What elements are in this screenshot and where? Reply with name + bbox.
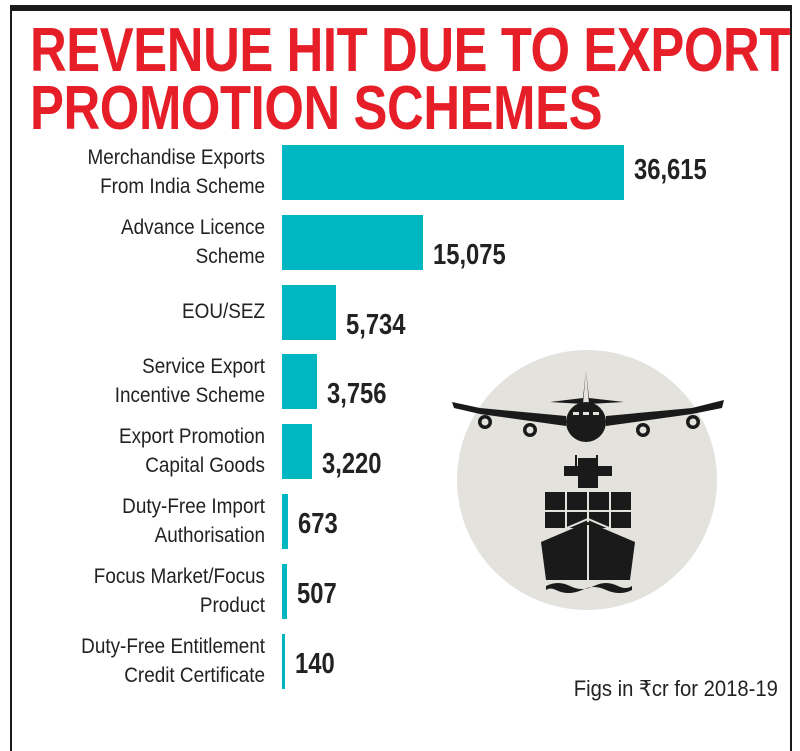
bar xyxy=(282,354,318,410)
airplane-ship-icon xyxy=(452,350,724,610)
category-label: Export Promotion Capital Goods xyxy=(31,422,265,480)
units-note: Figs in ₹cr for 2018-19 xyxy=(573,676,778,701)
value-label: 36,615 xyxy=(634,154,707,186)
value-label: 140 xyxy=(295,647,335,680)
title-line-2: PROMOTION SCHEMES xyxy=(30,74,603,143)
chart-frame xyxy=(10,5,792,751)
bar xyxy=(282,214,423,270)
value-label: 15,075 xyxy=(432,238,506,271)
title-line-1: REVENUE HIT DUE TO EXPORT xyxy=(30,16,790,85)
bar xyxy=(282,633,285,689)
category-label-line: Scheme xyxy=(195,244,265,268)
category-label-line: From India Scheme xyxy=(100,175,265,198)
category-label-line: EOU/SEZ xyxy=(182,300,265,324)
category-label: Duty-Free Entitlement Credit Certificate xyxy=(31,632,265,690)
bar xyxy=(282,494,289,549)
category-label-line: Service Export xyxy=(142,355,265,379)
category-label: Focus Market/Focus Product xyxy=(31,562,265,620)
category-label: Advance Licence Scheme xyxy=(31,213,265,271)
category-label-line: Merchandise Exports xyxy=(87,146,265,169)
category-label-line: Export Promotion xyxy=(118,425,265,449)
category-label: Duty-Free Import Authorisation xyxy=(31,492,265,550)
chart-title: REVENUE HIT DUE TO EXPORT PROMOTION SCHE… xyxy=(30,16,790,143)
category-label-line: Duty-Free Import xyxy=(122,495,266,518)
value-label: 3,756 xyxy=(327,378,387,411)
category-label-line: Product xyxy=(199,593,265,617)
value-label: 3,220 xyxy=(322,448,382,481)
category-label-line: Incentive Scheme xyxy=(114,384,265,408)
category-label-line: Focus Market/Focus xyxy=(93,564,265,588)
value-label: 5,734 xyxy=(345,308,406,341)
category-label-line: Authorisation xyxy=(154,524,265,547)
bar xyxy=(282,424,313,480)
category-label-line: Duty-Free Entitlement xyxy=(81,634,265,658)
bar xyxy=(282,284,336,340)
bar xyxy=(282,145,624,200)
category-label: EOU/SEZ xyxy=(31,297,265,326)
category-label-line: Capital Goods xyxy=(145,454,265,478)
category-label-line: Credit Certificate xyxy=(124,663,265,687)
category-label: Service Export Incentive Scheme xyxy=(31,352,265,410)
bar xyxy=(282,563,287,619)
value-label: 507 xyxy=(296,577,337,610)
category-label: Merchandise Exports From India Scheme xyxy=(31,143,265,201)
category-label-line: Advance Licence xyxy=(121,215,266,239)
value-label: 673 xyxy=(298,508,338,540)
